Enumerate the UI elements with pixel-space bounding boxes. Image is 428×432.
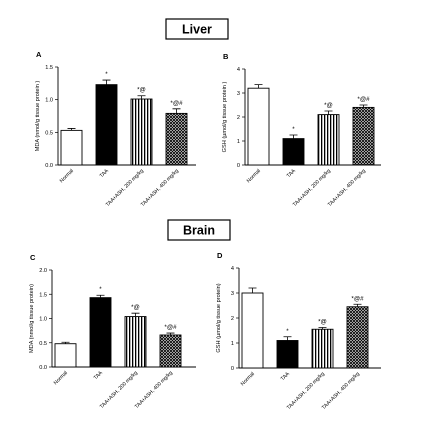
y-tick-label-b: 4 [237,67,240,73]
significance-label-d-4: *@# [351,295,364,302]
significance-label-a-2: * [105,71,108,78]
category-label-b-3: TAA+ASH, 200 mg/kg [292,168,332,208]
significance-label-c-2: * [99,286,102,293]
y-tick-label-a: 0.0 [45,163,53,169]
significance-label-b-4: *@# [357,96,370,103]
y-tick-label-c: 2.0 [39,268,47,274]
category-label-c-2: TAA [93,370,104,381]
chart-panel-d: D 0 1 2 3 4 GSH (µmol/g tissue protein) Normal *… [216,251,381,411]
category-label-d-2: TAA [280,371,291,382]
bar-d-4 [346,306,369,369]
error-bar-d-2 [283,336,292,341]
category-label-d-1: Normal [240,371,256,387]
significance-label-b-3: *@ [324,102,333,109]
y-tick-label-d: 3 [231,291,234,297]
error-bar-b-2 [289,134,298,139]
error-bar-a-1 [67,128,76,131]
bar-b-1 [247,87,270,166]
category-label-c-3: TAA+ASH, 200 mg/kg [99,370,139,410]
y-tick-label-b: 1 [237,139,240,145]
error-bar-d-4 [353,303,362,307]
category-label-c-1: Normal [53,370,69,386]
panel-letter-a: A [36,50,42,59]
chart-panel-a: A 0.0 0.5 1.0 1.5 MDA (nmol/g tissue protein … [35,50,196,208]
bar-a-2 [95,84,118,166]
y-tick-label-a: 1.5 [45,65,53,71]
error-bar-c-2 [96,294,105,298]
category-label-a-3: TAA+ASH, 200 mg/kg [105,168,145,208]
bar-c-3 [124,316,147,368]
significance-label-b-2: * [292,126,295,133]
category-label-d-3: TAA+ASH, 200 mg/kg [286,371,326,411]
bar-c-2 [89,297,112,368]
error-bar-c-3 [131,312,140,317]
error-bar-a-2 [102,79,111,85]
error-bar-b-4 [359,104,368,108]
section-liver-label: Liver [182,23,212,37]
bar-a-1 [60,129,83,166]
y-axis-title-c: MDA (nmol/g tissue protein) [29,284,35,353]
error-bar-c-1 [61,341,70,344]
significance-label-c-3: *@ [131,304,140,311]
significance-label-c-4: *@# [164,324,177,331]
error-bar-c-4 [166,332,175,335]
bar-b-4 [352,106,375,166]
section-brain-label: Brain [183,224,215,238]
significance-label-d-3: *@ [318,319,327,326]
significance-label-d-2: * [286,328,289,335]
section-liver: Liver [165,18,229,40]
bar-a-4 [165,112,188,166]
panel-letter-d: D [217,251,223,260]
y-tick-label-d: 1 [231,341,234,347]
bar-d-2 [276,340,299,369]
error-bar-d-3 [318,327,327,330]
y-tick-label-c: 0.5 [39,341,47,347]
significance-label-a-3: *@ [137,87,146,94]
category-label-a-4: TAA+ASH, 400 mg/kg [140,168,180,208]
category-label-b-4: TAA+ASH, 400 mg/kg [327,168,367,208]
category-label-a-2: TAA [99,168,110,179]
panel-letter-c: C [30,253,36,262]
bar-b-3 [317,114,340,166]
y-tick-label-a: 0.5 [45,130,53,136]
category-label-a-1: Normal [59,168,75,184]
y-tick-label-d: 4 [231,266,234,272]
chart-panel-c: C 0.0 0.5 1.0 1.5 2.0 MDA (nmol/g tissue prote… [29,253,196,410]
bar-d-1 [241,292,264,369]
y-axis-title-b: GSH (µmol/g tissue protein ) [222,82,228,153]
y-tick-label-c: 0.0 [39,365,47,371]
category-label-c-4: TAA+ASH, 400 mg/kg [134,370,174,410]
error-bar-a-4 [172,108,181,114]
bar-c-4 [159,334,182,368]
y-tick-label-a: 1.0 [45,98,53,104]
significance-label-a-4: *@# [170,100,183,107]
section-liver-box [165,18,229,40]
error-bar-b-3 [324,110,333,115]
bar-a-3 [130,98,153,166]
panel-letter-b: B [223,52,229,61]
error-bar-b-1 [254,84,263,89]
error-bar-a-3 [137,95,146,100]
y-tick-label-b: 2 [237,115,240,121]
y-tick-label-c: 1.0 [39,317,47,323]
section-brain: Brain [167,219,231,241]
y-tick-label-c: 1.5 [39,292,47,298]
bar-b-2 [282,138,305,166]
category-label-d-4: TAA+ASH, 400 mg/kg [321,371,361,411]
y-tick-label-d: 2 [231,316,234,322]
bar-d-3 [311,328,334,369]
y-axis-title-a: MDA (nmol/g tissue protein ) [35,81,41,152]
y-axis-title-d: GSH (µmol/g tissue protein) [216,283,222,352]
y-tick-label-d: 0 [231,366,234,372]
error-bar-d-1 [248,287,257,293]
category-label-b-1: Normal [246,168,262,184]
y-tick-label-b: 0 [237,163,240,169]
section-brain-box [167,219,231,241]
y-tick-label-b: 3 [237,91,240,97]
chart-panel-b: B 0 1 2 3 4 GSH (µmol/g tissue protein ) Normal… [222,52,381,208]
bar-c-1 [54,343,77,368]
category-label-b-2: TAA [286,168,297,179]
